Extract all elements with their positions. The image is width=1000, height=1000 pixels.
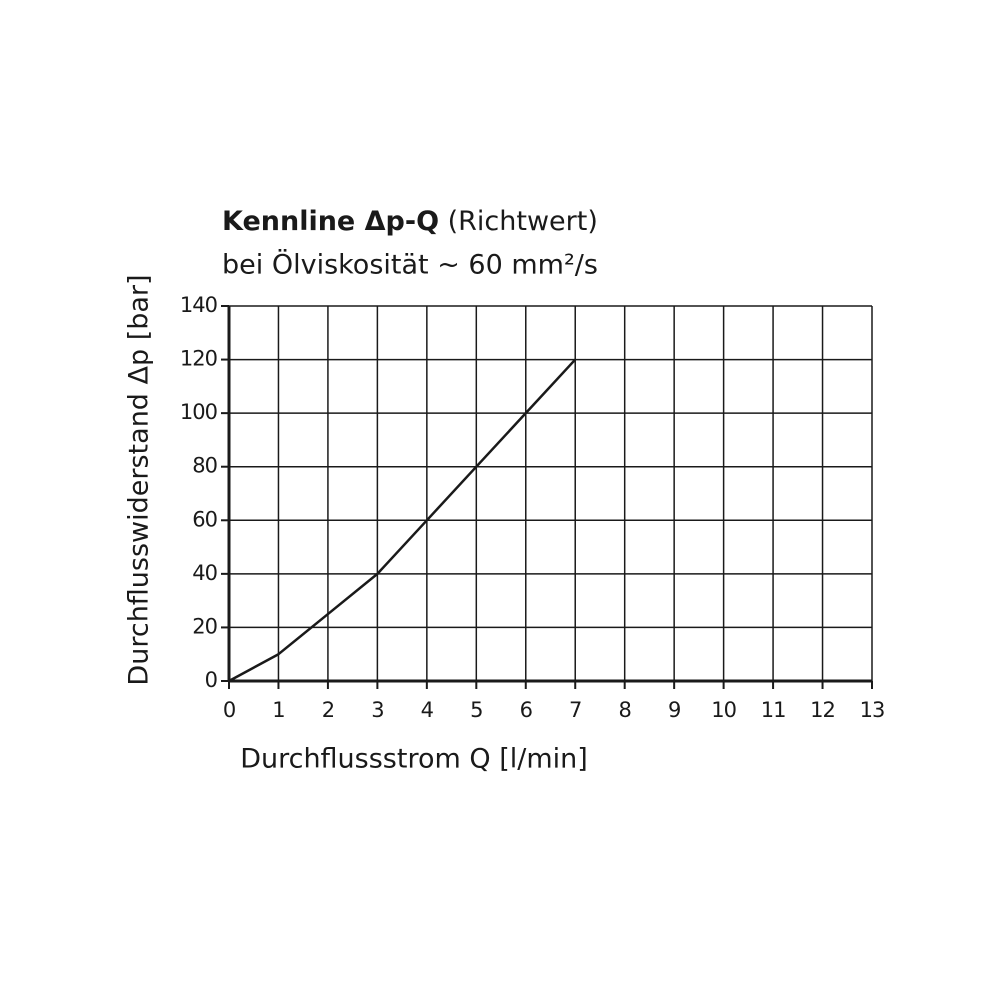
x-tick-label: 9 xyxy=(668,698,680,722)
y-tick-label: 80 xyxy=(192,454,217,478)
data-line xyxy=(228,358,577,683)
y-tick-label: 20 xyxy=(192,614,217,638)
x-tick-label: 0 xyxy=(223,698,235,722)
x-axis-label: Durchflussstrom Q [l/min] xyxy=(240,744,588,775)
y-tick-label: 60 xyxy=(192,507,217,531)
x-tick-label: 13 xyxy=(860,698,885,722)
y-axis-label: Durchflusswiderstand Δp [bar] xyxy=(124,274,155,685)
x-tick-label: 6 xyxy=(520,698,533,722)
x-tick-label: 5 xyxy=(470,698,482,722)
title-note: (Richtwert) xyxy=(448,206,598,237)
y-tick-label: 0 xyxy=(205,668,217,692)
x-tick-label: 8 xyxy=(619,698,631,722)
chart-title: Kennline Δp-Q (Richtwert) xyxy=(222,206,598,237)
title-main: Kennline Δp-Q xyxy=(222,206,439,237)
y-tick-label: 100 xyxy=(180,400,217,424)
chart-subtitle: bei Ölviskosität ~ 60 mm²/s xyxy=(222,249,598,281)
x-tick-label: 1 xyxy=(272,698,284,722)
y-tick-label: 120 xyxy=(180,347,217,371)
x-tick-label: 7 xyxy=(569,698,581,722)
x-tick-label: 2 xyxy=(322,698,334,722)
x-tick-label: 4 xyxy=(421,698,434,722)
y-tick-label: 140 xyxy=(180,293,217,317)
x-tick-label: 10 xyxy=(711,698,736,722)
x-tick-label: 12 xyxy=(810,698,835,722)
x-tick-label: 3 xyxy=(371,698,383,722)
x-tick-label: 11 xyxy=(761,698,786,722)
y-tick-label: 40 xyxy=(192,561,217,585)
